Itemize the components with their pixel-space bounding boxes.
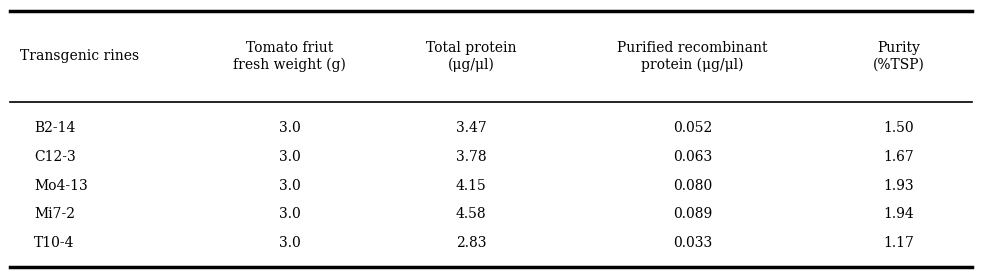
Text: 3.0: 3.0 <box>279 121 300 135</box>
Text: 1.67: 1.67 <box>883 150 914 164</box>
Text: 1.94: 1.94 <box>883 208 914 221</box>
Text: 0.052: 0.052 <box>673 121 712 135</box>
Text: Transgenic rines: Transgenic rines <box>20 50 138 63</box>
Text: 4.58: 4.58 <box>456 208 487 221</box>
Text: Mo4-13: Mo4-13 <box>34 179 88 192</box>
Text: B2-14: B2-14 <box>34 121 76 135</box>
Text: 0.089: 0.089 <box>673 208 712 221</box>
Text: T10-4: T10-4 <box>34 236 75 250</box>
Text: 3.0: 3.0 <box>279 150 300 164</box>
Text: 4.15: 4.15 <box>456 179 487 192</box>
Text: 3.78: 3.78 <box>456 150 487 164</box>
Text: 0.080: 0.080 <box>673 179 712 192</box>
Text: 1.17: 1.17 <box>883 236 914 250</box>
Text: 3.0: 3.0 <box>279 236 300 250</box>
Text: 0.033: 0.033 <box>673 236 712 250</box>
Text: 0.063: 0.063 <box>673 150 712 164</box>
Text: 3.0: 3.0 <box>279 208 300 221</box>
Text: Tomato friut
fresh weight (g): Tomato friut fresh weight (g) <box>234 41 346 72</box>
Text: 2.83: 2.83 <box>456 236 487 250</box>
Text: 3.0: 3.0 <box>279 179 300 192</box>
Text: 3.47: 3.47 <box>456 121 487 135</box>
Text: 1.93: 1.93 <box>883 179 914 192</box>
Text: Purity
(%TSP): Purity (%TSP) <box>873 41 924 72</box>
Text: 1.50: 1.50 <box>883 121 914 135</box>
Text: C12-3: C12-3 <box>34 150 77 164</box>
Text: Mi7-2: Mi7-2 <box>34 208 76 221</box>
Text: Purified recombinant
protein (μg/μl): Purified recombinant protein (μg/μl) <box>617 41 768 72</box>
Text: Total protein
(μg/μl): Total protein (μg/μl) <box>426 41 517 72</box>
